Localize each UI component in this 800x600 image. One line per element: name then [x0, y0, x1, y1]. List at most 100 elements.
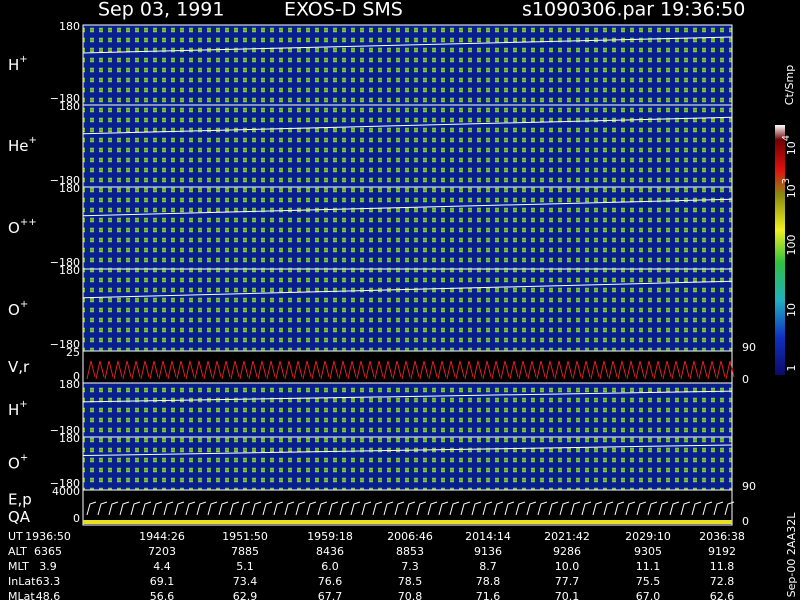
ep-trace	[394, 501, 405, 516]
row-name: MLat	[8, 590, 35, 600]
row-name: ALT	[8, 545, 27, 558]
cell: 62.9	[233, 590, 258, 600]
right-tick-label: 90	[742, 480, 756, 493]
ep-trace	[152, 501, 163, 516]
vr-trace	[230, 360, 240, 380]
vr-trace	[347, 360, 357, 380]
vr-trace	[131, 360, 141, 380]
vr-trace	[266, 360, 276, 380]
cell: 7.3	[401, 560, 419, 573]
y-tick-label: −180	[50, 477, 80, 490]
vr-trace	[419, 360, 429, 380]
cell: 9286	[553, 545, 581, 558]
time: 19:36:50	[660, 0, 745, 21]
colorbar-label-base: 10	[785, 184, 798, 198]
colorbar-unit: Ct/Smp	[783, 65, 796, 105]
colorbar-label: 1	[785, 365, 798, 372]
vr-trace	[86, 360, 96, 380]
vr-trace	[203, 360, 213, 380]
trend-line	[82, 36, 733, 54]
vr-trace	[635, 360, 645, 380]
cell: 8436	[316, 545, 344, 558]
panel-label-base: V,r	[8, 358, 30, 376]
ep-trace	[163, 501, 174, 516]
panel	[82, 382, 733, 438]
cell: 77.7	[555, 575, 580, 588]
vr-trace	[284, 360, 294, 380]
vr-trace	[329, 360, 339, 380]
colorbar-label: 103	[781, 178, 798, 198]
ep-trace	[669, 501, 680, 516]
cell: 2029:10	[625, 530, 671, 543]
cell: 69.1	[150, 575, 175, 588]
colorbar-label-base: 100	[785, 235, 798, 256]
cell: 67.0	[636, 590, 661, 600]
ep-trace	[196, 501, 207, 516]
panel-label-base: O	[8, 454, 20, 472]
ep-trace	[636, 501, 647, 516]
panel	[82, 186, 733, 270]
cell: 62.6	[710, 590, 735, 600]
instrument: EXOS-D SMS	[284, 0, 403, 21]
ep-trace	[251, 501, 262, 516]
cell: 70.1	[555, 590, 580, 600]
vr-trace	[212, 360, 222, 380]
ep-trace	[240, 501, 251, 516]
ep-trace	[504, 501, 515, 516]
vr-trace	[671, 360, 681, 380]
vr-trace	[122, 360, 132, 380]
colorbar-label-base: 1	[785, 365, 798, 372]
vr-trace	[608, 360, 618, 380]
ep-trace	[603, 501, 614, 516]
cell: 11.8	[710, 560, 735, 573]
vr-trace	[392, 360, 402, 380]
panel-label: O++	[8, 217, 37, 237]
y-tick-label: 180	[59, 432, 80, 445]
vr-trace	[428, 360, 438, 380]
panel-label-base: E,p	[8, 490, 32, 508]
panel-label: H+	[8, 54, 28, 74]
vr-trace	[239, 360, 249, 380]
row-name: UT	[8, 530, 23, 543]
ep-trace	[339, 501, 350, 516]
ep-trace	[207, 501, 218, 516]
y-tick-label: −180	[50, 256, 80, 269]
vr-trace	[95, 360, 105, 380]
cell: 2036:38	[699, 530, 745, 543]
panel	[82, 436, 733, 491]
vr-trace	[482, 360, 492, 380]
panel-label: He+	[8, 135, 37, 155]
vr-trace	[401, 360, 411, 380]
cell: 72.8	[710, 575, 735, 588]
right-tick-label: 0	[742, 373, 749, 386]
y-tick-label: 4000	[52, 485, 80, 498]
vr-trace	[716, 360, 726, 380]
vr-trace	[554, 360, 564, 380]
cell: 6.0	[321, 560, 339, 573]
vr-trace	[275, 360, 285, 380]
cell: 5.1	[236, 560, 254, 573]
right-tick-label: 0	[742, 515, 749, 528]
panel-label: E,p	[8, 490, 32, 508]
y-tick-label: −180	[50, 338, 80, 351]
vr-trace	[302, 360, 312, 380]
cell: 7885	[231, 545, 259, 558]
panel-label-sup: +	[20, 453, 28, 464]
vr-trace	[221, 360, 231, 380]
cell: 10.0	[555, 560, 580, 573]
ep-trace	[306, 501, 317, 516]
ep-trace	[416, 501, 427, 516]
ep-trace	[570, 501, 581, 516]
panel-label-base: O	[8, 301, 20, 319]
cell: 70.8	[398, 590, 423, 600]
colorbar-label-sup: 3	[781, 178, 792, 184]
cell: 9136	[474, 545, 502, 558]
vr-trace	[140, 360, 150, 380]
cell: 1951:50	[222, 530, 268, 543]
ep-trace	[119, 501, 130, 516]
vr-trace	[644, 360, 654, 380]
cell: 56.6	[150, 590, 175, 600]
trend-line	[82, 280, 733, 299]
vr-trace	[338, 360, 348, 380]
